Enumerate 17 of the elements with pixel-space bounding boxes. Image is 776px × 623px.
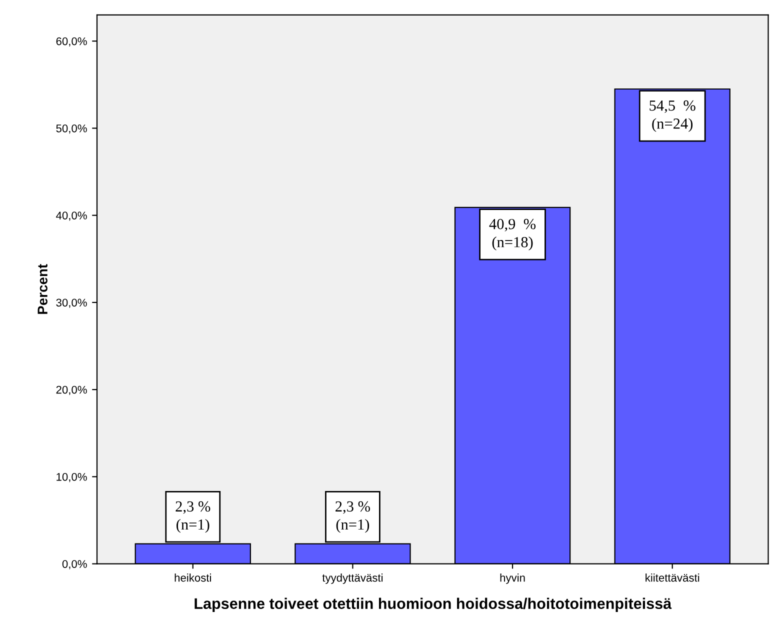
x-tick-label: hyvin <box>500 574 525 584</box>
y-tick-label: 30,0% <box>56 298 87 308</box>
y-axis-title: Percent <box>38 264 48 314</box>
x-axis-title: Lapsenne toiveet otettiin huomioon hoidossa/hoitotoimenpiteissä <box>194 598 672 612</box>
data-label: 2,3 % (n=1) <box>176 501 210 533</box>
data-label: 2,3 % (n=1) <box>336 501 370 533</box>
y-tick-label: 50,0% <box>56 124 87 134</box>
data-label: 40,9 % (n=18) <box>489 218 536 250</box>
y-tick-label: 10,0% <box>56 472 87 482</box>
y-tick-label: 60,0% <box>56 37 87 47</box>
y-tick-label: 20,0% <box>56 386 87 396</box>
y-tick-label: 0,0% <box>62 560 87 570</box>
data-label: 54,5 % (n=24) <box>650 100 696 132</box>
x-tick-label: kiitettävästi <box>646 574 700 582</box>
y-tick-label: 40,0% <box>56 212 87 221</box>
x-tick-label: heikosti <box>174 574 211 582</box>
x-tick-label: tyydyttävästi <box>322 574 383 584</box>
